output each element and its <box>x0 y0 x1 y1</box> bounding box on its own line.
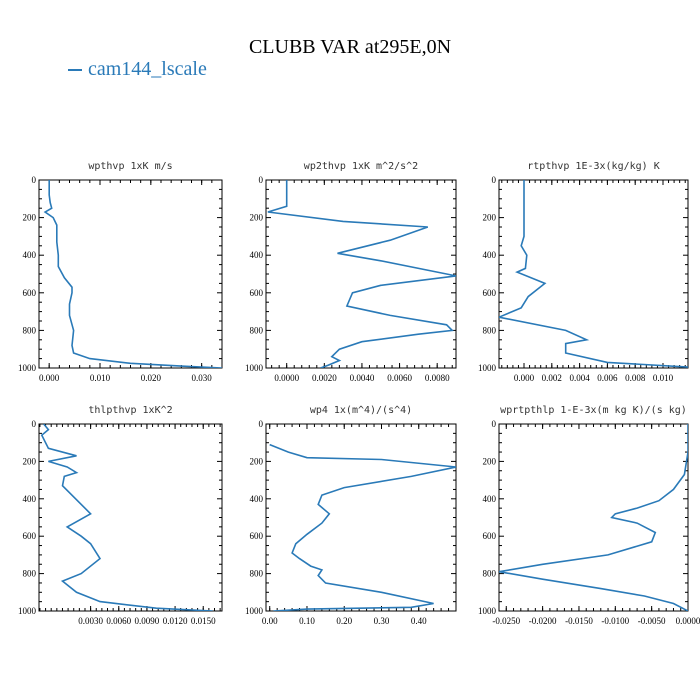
x-tick-label: 0.0150 <box>191 616 216 626</box>
x-tick-label: 0.010 <box>653 373 674 383</box>
legend-line-icon <box>68 69 82 72</box>
panel-title: thlpthvp 1xK^2 <box>88 405 172 416</box>
x-tick-label: 0.004 <box>569 373 590 383</box>
y-tick-label: 1000 <box>478 363 497 373</box>
x-tick-label: 0.0080 <box>425 373 450 383</box>
x-tick-label: 0.008 <box>625 373 646 383</box>
y-tick-label: 800 <box>250 325 264 335</box>
y-tick-label: 200 <box>483 213 497 223</box>
y-tick-label: 1000 <box>245 606 264 616</box>
y-tick-label: 1000 <box>18 363 37 373</box>
x-tick-label: 0.020 <box>141 373 162 383</box>
x-tick-label: 0.0000 <box>676 616 700 626</box>
panel-title: wp2thvp 1xK m^2/s^2 <box>304 161 418 172</box>
panel-title: rtpthvp 1E-3x(kg/kg) K <box>527 161 659 172</box>
x-tick-label: 0.006 <box>597 373 618 383</box>
y-tick-label: 200 <box>483 456 497 466</box>
x-tick-label: 0.40 <box>411 616 427 626</box>
y-tick-label: 200 <box>23 213 37 223</box>
y-tick-label: 600 <box>23 288 37 298</box>
y-tick-label: 0 <box>259 419 264 429</box>
panel-title: wpthvp 1xK m/s <box>88 161 172 172</box>
y-tick-label: 400 <box>250 494 264 504</box>
y-tick-label: 600 <box>250 531 264 541</box>
x-tick-label: 0.0060 <box>106 616 131 626</box>
x-tick-label: 0.0090 <box>135 616 160 626</box>
y-tick-label: 0 <box>492 419 497 429</box>
x-tick-label: 0.0060 <box>387 373 412 383</box>
x-tick-label: 0.030 <box>192 373 213 383</box>
y-tick-label: 600 <box>483 531 497 541</box>
y-tick-label: 0 <box>32 419 37 429</box>
x-tick-label: 0.010 <box>90 373 111 383</box>
x-tick-label: 0.0040 <box>350 373 375 383</box>
x-tick-label: 0.30 <box>374 616 390 626</box>
x-tick-label: 0.000 <box>39 373 60 383</box>
y-tick-label: 200 <box>250 213 264 223</box>
x-tick-label: 0.0030 <box>78 616 103 626</box>
y-tick-label: 1000 <box>18 606 37 616</box>
x-tick-label: 0.002 <box>542 373 562 383</box>
legend: cam144_lscale <box>68 58 207 81</box>
x-tick-label: -0.0100 <box>601 616 629 626</box>
y-tick-label: 400 <box>23 494 37 504</box>
y-tick-label: 600 <box>250 288 264 298</box>
series-line <box>499 180 688 368</box>
y-tick-label: 200 <box>250 456 264 466</box>
series-line <box>499 424 688 611</box>
chart-title: CLUBB VAR at295E,0N <box>248 36 452 58</box>
y-tick-label: 0 <box>32 175 37 185</box>
y-tick-label: 400 <box>250 250 264 260</box>
x-tick-label: 0.0020 <box>312 373 337 383</box>
y-tick-label: 800 <box>23 569 37 579</box>
y-tick-label: 800 <box>23 325 37 335</box>
y-tick-label: 600 <box>483 288 497 298</box>
series-line <box>40 424 213 611</box>
x-tick-label: 0.20 <box>336 616 352 626</box>
y-tick-label: 800 <box>250 569 264 579</box>
series-line <box>43 180 222 368</box>
y-tick-label: 600 <box>23 531 37 541</box>
legend-label: cam144_lscale <box>88 58 207 80</box>
x-tick-label: 0.0000 <box>274 373 299 383</box>
panel-title: wprtpthlp 1-E-3x(m kg K)/(s kg) <box>500 405 687 416</box>
y-tick-label: 800 <box>483 569 497 579</box>
x-tick-label: -0.0150 <box>565 616 593 626</box>
y-tick-label: 400 <box>483 494 497 504</box>
y-tick-label: 200 <box>23 456 37 466</box>
y-tick-label: 0 <box>492 175 497 185</box>
y-tick-label: 400 <box>483 250 497 260</box>
x-tick-label: 0.0120 <box>163 616 188 626</box>
y-tick-label: 400 <box>23 250 37 260</box>
y-tick-label: 1000 <box>245 363 264 373</box>
panel-title: wp4 1x(m^4)/(s^4) <box>310 405 412 416</box>
plot-frame <box>498 423 689 612</box>
x-tick-label: -0.0250 <box>492 616 520 626</box>
x-tick-label: 0.000 <box>514 373 535 383</box>
y-tick-label: 1000 <box>478 606 497 616</box>
x-tick-label: -0.0200 <box>529 616 557 626</box>
x-tick-label: 0.10 <box>299 616 315 626</box>
x-tick-label: 0.00 <box>262 616 278 626</box>
x-tick-label: -0.0050 <box>638 616 666 626</box>
series-line <box>267 180 456 368</box>
y-tick-label: 0 <box>259 175 264 185</box>
series-line <box>269 443 456 611</box>
y-tick-label: 800 <box>483 325 497 335</box>
